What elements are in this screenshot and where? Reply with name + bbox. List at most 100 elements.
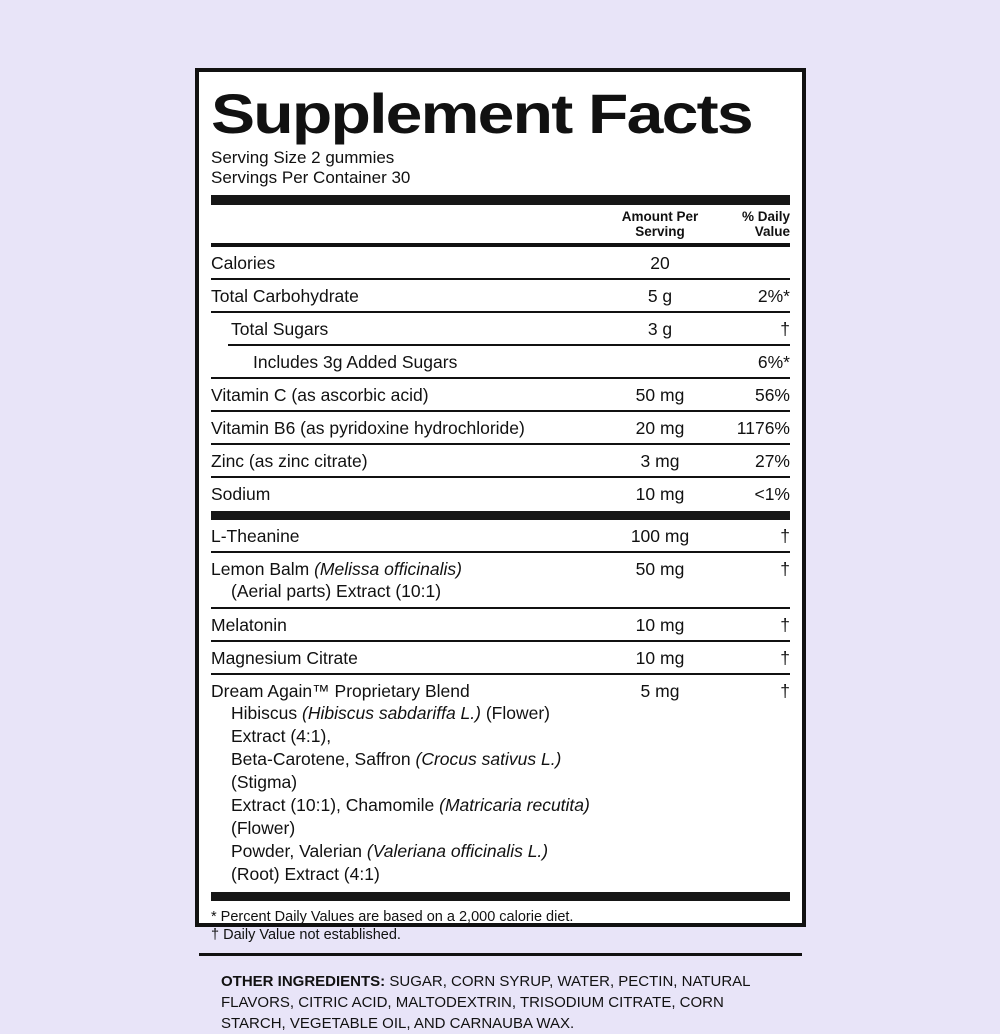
nutrient-text: Powder, Valerian [231, 840, 367, 861]
row-divider [211, 376, 790, 379]
row-amount: 10 mg [635, 647, 685, 668]
row-name: Includes 3g Added Sugars [211, 351, 600, 373]
row-name: Total Sugars [211, 318, 600, 340]
row-name-cell: Vitamin C (as ascorbic acid) [211, 384, 600, 406]
row-amount: 5 g [647, 285, 673, 306]
row-daily-value: 56% [754, 384, 790, 405]
table-row: Calories 20 [211, 247, 790, 278]
nutrient-text: L-Theanine [211, 525, 300, 546]
row-daily-value: † [780, 680, 790, 701]
nutrient-text: (Flower) [231, 817, 296, 838]
nutrient-latin-name: (Valeriana officinalis L.) [366, 840, 549, 861]
row-name: Sodium [211, 483, 600, 505]
row-sub-line: Powder, Valerian (Valeriana officinalis … [211, 840, 600, 886]
row-sub-line: Beta-Carotene, Saffron (Crocus sativus L… [211, 748, 600, 794]
row-name-cell: Includes 3g Added Sugars [211, 351, 600, 373]
row-sub-line: Hibiscus (Hibiscus sabdariffa L.) (Flowe… [211, 702, 600, 748]
panel-title: Supplement Facts [211, 82, 754, 145]
table-row: Sodium 10 mg <1% [211, 478, 790, 509]
row-name-cell: Lemon Balm (Melissa officinalis) (Aerial … [211, 558, 600, 603]
section-divider-thick [211, 510, 790, 520]
row-daily-value: † [780, 614, 790, 635]
amount-header-line1: Amount Per [621, 208, 699, 224]
row-daily-value: 6%* [757, 351, 790, 372]
row-name: Vitamin B6 (as pyridoxine hydrochloride) [211, 417, 600, 439]
row-amount: 3 g [647, 318, 673, 339]
row-amount: 100 mg [630, 525, 690, 546]
row-name: Calories [211, 252, 600, 274]
row-name-cell: Zinc (as zinc citrate) [211, 450, 600, 472]
row-divider [211, 409, 790, 412]
amount-header-line2: Serving [635, 223, 685, 239]
nutrient-text: Vitamin B6 (as pyridoxine hydrochloride) [211, 417, 525, 438]
table-row: Lemon Balm (Melissa officinalis) (Aerial … [211, 553, 790, 607]
row-amount: 5 mg [640, 680, 680, 701]
row-amount: 20 [650, 252, 670, 273]
table-row: L-Theanine 100 mg † [211, 520, 790, 551]
footnotes: * Percent Daily Values are based on a 2,… [211, 901, 790, 953]
row-divider [211, 442, 790, 445]
nutrient-text: Includes 3g Added Sugars [253, 351, 458, 372]
column-header-amount-per-serving: Amount Per Serving [600, 209, 720, 239]
row-name: Total Carbohydrate [211, 285, 600, 307]
row-amount: 50 mg [635, 384, 685, 405]
supplement-facts-panel: Supplement Facts Serving Size 2 gummies … [195, 68, 806, 1032]
row-name-cell: Magnesium Citrate [211, 647, 600, 669]
row-daily-value: <1% [754, 483, 790, 504]
other-ingredients-label: OTHER INGREDIENTS: [221, 972, 386, 990]
row-divider [211, 550, 790, 553]
other-ingredients-section: OTHER INGREDIENTS: SUGAR, CORN SYRUP, WA… [211, 956, 756, 1034]
table-header-row: Amount Per Serving % Daily Value [211, 205, 790, 247]
nutrient-rows: Calories 20 Total Carbohydrate 5 g 2%* Total … [211, 247, 790, 901]
table-row: Includes 3g Added Sugars 6%* [211, 346, 790, 377]
nutrient-text: Extract (10:1), Chamomile [231, 794, 440, 815]
table-row: Magnesium Citrate 10 mg † [211, 642, 790, 673]
row-divider [211, 277, 790, 280]
dv-header-line2: Value [754, 223, 790, 239]
row-name: Lemon Balm (Melissa officinalis) [211, 558, 600, 580]
serving-size-line: Serving Size 2 gummies [211, 147, 395, 167]
row-divider [211, 606, 790, 609]
nutrient-text: Vitamin C (as ascorbic acid) [211, 384, 429, 405]
nutrient-text: Total Carbohydrate [211, 285, 359, 306]
row-name: Dream Again™ Proprietary Blend [211, 680, 600, 702]
row-daily-value: † [780, 318, 790, 339]
row-name-cell: Melatonin [211, 614, 600, 636]
nutrient-latin-name: (Crocus sativus L.) [415, 748, 562, 769]
row-name-cell: Sodium [211, 483, 600, 505]
nutrient-latin-name: (Hibiscus sabdariffa L.) [302, 702, 481, 723]
row-name: Magnesium Citrate [211, 647, 600, 669]
row-name-cell: Calories [211, 252, 600, 274]
nutrient-text: Melatonin [211, 614, 287, 635]
nutrient-text: Hibiscus [231, 702, 302, 723]
row-name-cell: Total Sugars [211, 318, 600, 340]
row-amount: 20 mg [635, 417, 685, 438]
row-name: L-Theanine [211, 525, 600, 547]
row-name-cell: Dream Again™ Proprietary Blend Hibiscus (… [211, 680, 600, 886]
table-row: Zinc (as zinc citrate) 3 mg 27% [211, 445, 790, 476]
table-row: Total Sugars 3 g † [211, 313, 790, 344]
section-divider-thick [211, 891, 790, 901]
row-daily-value: † [780, 647, 790, 668]
row-amount: 3 mg [640, 450, 680, 471]
row-name-cell: Total Carbohydrate [211, 285, 600, 307]
table-row: Melatonin 10 mg † [211, 609, 790, 640]
nutrient-text: Sodium [211, 483, 271, 504]
nutrient-text: Beta-Carotene, Saffron [231, 748, 416, 769]
table-row: Total Carbohydrate 5 g 2%* [211, 280, 790, 311]
row-amount: 10 mg [635, 614, 685, 635]
nutrient-text: (Aerial parts) Extract (10:1) [231, 580, 442, 601]
row-divider [211, 672, 790, 675]
nutrient-text: (Root) Extract (4:1) [231, 863, 380, 884]
dv-header-line1: % Daily [741, 208, 790, 224]
column-header-daily-value: % Daily Value [720, 209, 790, 239]
table-row: Vitamin C (as ascorbic acid) 50 mg 56% [211, 379, 790, 410]
row-amount: 10 mg [635, 483, 685, 504]
nutrient-text: Dream Again™ Proprietary Blend [211, 680, 470, 701]
row-name-cell: L-Theanine [211, 525, 600, 547]
row-name: Zinc (as zinc citrate) [211, 450, 600, 472]
row-daily-value: 2%* [757, 285, 790, 306]
row-sub-line: Extract (10:1), Chamomile (Matricaria re… [211, 794, 600, 840]
divider-top-thick [211, 194, 790, 205]
row-divider [211, 639, 790, 642]
